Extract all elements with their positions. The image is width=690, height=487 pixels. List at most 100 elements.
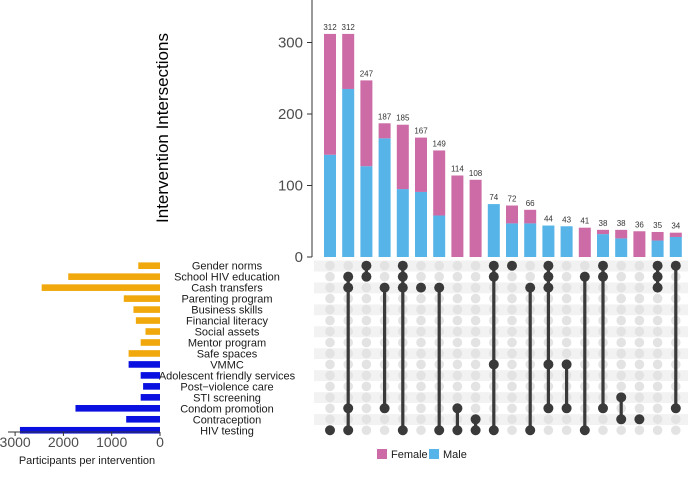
- matrix-dot-inactive: [434, 260, 445, 271]
- matrix-dot-inactive: [361, 425, 372, 436]
- legend-label-male: Male: [443, 449, 467, 461]
- matrix-dot-inactive: [634, 315, 645, 326]
- intersection-total-label: 167: [414, 127, 428, 136]
- intersection-bar-male: [669, 236, 682, 257]
- intersection-bar-female: [651, 231, 664, 241]
- matrix-dot-inactive: [598, 425, 608, 436]
- matrix-dot-inactive: [507, 282, 517, 293]
- matrix-row-stripe: [314, 370, 688, 382]
- matrix-dot-inactive: [507, 414, 517, 425]
- matrix-dot-inactive: [361, 381, 372, 392]
- matrix-dot-inactive: [507, 381, 517, 392]
- matrix-dot-active: [616, 414, 627, 425]
- matrix-dot-active: [507, 260, 517, 271]
- intersection-bar-female: [378, 123, 391, 139]
- matrix-dot-inactive: [470, 403, 481, 414]
- matrix-dot-inactive: [652, 293, 663, 304]
- set-label: VMMC: [210, 359, 244, 371]
- matrix-dot-inactive: [652, 315, 663, 326]
- matrix-dot-active: [379, 403, 390, 414]
- axes: Intervention Intersections Participants …: [0, 0, 313, 467]
- intersection-total-label: 36: [635, 220, 644, 229]
- matrix-dot-active: [470, 425, 481, 436]
- matrix-row-stripe: [314, 414, 688, 426]
- intersection-bar-female: [597, 229, 609, 235]
- matrix-dot-inactive: [325, 370, 335, 381]
- intersection-total-label: 74: [489, 193, 498, 202]
- set-size-bar: [135, 317, 160, 324]
- matrix-dot-inactive: [452, 392, 463, 403]
- matrix-dot-inactive: [452, 260, 463, 271]
- matrix-dot-inactive: [634, 425, 645, 436]
- matrix-dot-inactive: [470, 304, 481, 315]
- intersection-bar-male: [506, 223, 518, 257]
- intersection-bar-female: [524, 209, 537, 224]
- matrix-dot-inactive: [416, 271, 426, 282]
- matrix-dot-inactive: [470, 282, 481, 293]
- matrix-dot-inactive: [452, 348, 463, 359]
- matrix-dot-active: [488, 271, 499, 282]
- matrix-dot-active: [543, 260, 554, 271]
- matrix-dot-inactive: [634, 293, 645, 304]
- intersection-bar-female: [451, 175, 464, 257]
- matrix-dot-active: [616, 392, 627, 403]
- matrix-dot-inactive: [470, 348, 481, 359]
- matrix-dot-inactive: [616, 304, 626, 315]
- matrix-dot-inactive: [634, 359, 645, 370]
- matrix-dot-active: [343, 425, 354, 436]
- set-label: Post−violence care: [180, 381, 273, 393]
- matrix-dot-inactive: [379, 271, 390, 282]
- matrix-dot-inactive: [416, 381, 426, 392]
- intersection-bar-male: [396, 189, 409, 257]
- matrix-dot-inactive: [652, 414, 663, 425]
- matrix-dot-inactive: [470, 293, 481, 304]
- matrix-dot-inactive: [634, 271, 645, 282]
- intersection-y-tick-label: 300: [278, 35, 303, 52]
- intersection-total-label: 35: [653, 221, 662, 230]
- matrix-dot-inactive: [470, 359, 481, 370]
- set-size-x-tick-label: 0: [156, 434, 164, 450]
- set-size-bar: [41, 284, 160, 291]
- matrix-row-stripe: [314, 381, 688, 393]
- matrix-row-stripe: [314, 392, 688, 404]
- matrix-dot-inactive: [561, 337, 572, 348]
- membership-matrix: [325, 260, 681, 436]
- matrix-dot-active: [488, 359, 499, 370]
- matrix-dot-active: [343, 271, 354, 282]
- intersection-y-tick-label: 100: [278, 178, 303, 195]
- matrix-dot-inactive: [671, 414, 681, 425]
- matrix-dot-active: [434, 282, 445, 293]
- matrix-dot-inactive: [652, 403, 663, 414]
- matrix-dot-active: [670, 403, 681, 414]
- intersection-total-label: 312: [323, 23, 337, 32]
- matrix-row-stripe: [314, 326, 688, 338]
- intersection-bar-male: [324, 154, 336, 257]
- matrix-dot-inactive: [634, 381, 645, 392]
- matrix-dot-inactive: [561, 326, 572, 337]
- matrix-dot-active: [670, 260, 681, 271]
- matrix-dot-inactive: [325, 414, 335, 425]
- matrix-dot-active: [543, 359, 554, 370]
- matrix-dot-active: [343, 403, 354, 414]
- matrix-dot-inactive: [507, 271, 517, 282]
- matrix-row-stripe: [314, 403, 688, 415]
- matrix-dot-inactive: [598, 414, 608, 425]
- matrix-dot-active: [470, 414, 481, 425]
- set-size-bar: [123, 295, 160, 302]
- matrix-dot-active: [361, 271, 372, 282]
- set-size-bar: [126, 415, 160, 423]
- matrix-dot-inactive: [416, 425, 426, 436]
- matrix-dot-inactive: [361, 403, 372, 414]
- matrix-dot-inactive: [361, 337, 372, 348]
- matrix-dot-active: [488, 260, 499, 271]
- intersection-bar-female: [506, 205, 518, 224]
- matrix-dot-inactive: [652, 337, 663, 348]
- matrix-dot-inactive: [652, 304, 663, 315]
- set-label: Condom promotion: [180, 403, 274, 415]
- set-size-x-tick-label: 1000: [96, 434, 127, 450]
- intersection-bar-male: [597, 234, 609, 257]
- matrix-dot-active: [397, 282, 408, 293]
- set-label: Safe spaces: [197, 348, 258, 360]
